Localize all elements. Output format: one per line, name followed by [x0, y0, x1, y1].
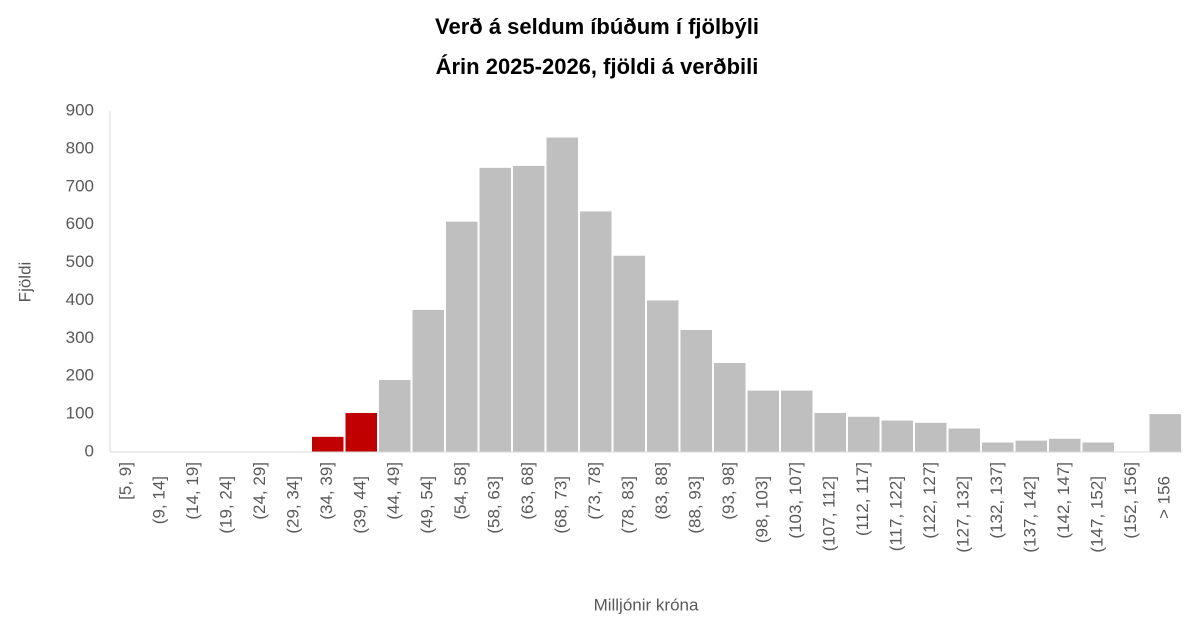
x-tick-label: > 156: [1155, 476, 1174, 519]
x-tick-label: (147, 152]: [1088, 476, 1107, 553]
x-tick-label: (122, 127]: [920, 462, 939, 539]
bar: [647, 300, 679, 452]
x-tick-label: (24, 29]: [250, 462, 269, 520]
bar: [747, 390, 779, 452]
x-tick-label: (29, 34]: [284, 476, 303, 534]
x-tick-label: (63, 68]: [518, 462, 537, 520]
bar: [345, 412, 377, 452]
x-tick-label: (73, 78]: [585, 462, 604, 520]
x-tick-label: (54, 58]: [451, 462, 470, 520]
x-tick-label: (78, 83]: [619, 476, 638, 534]
y-tick-label: 900: [66, 100, 94, 119]
x-tick-label: [5, 9]: [116, 462, 135, 500]
x-tick-label: (68, 73]: [552, 476, 571, 534]
x-tick-label: (9, 14]: [150, 476, 169, 524]
y-tick-label: 800: [66, 138, 94, 157]
chart-title: Verð á seldum íbúðum í fjölbýli: [435, 14, 759, 39]
bar: [1015, 440, 1047, 452]
bar: [948, 428, 980, 452]
x-tick-label: (49, 54]: [418, 476, 437, 534]
bar: [1082, 442, 1114, 452]
y-tick-label: 500: [66, 252, 94, 271]
chart-subtitle: Árin 2025-2026, fjöldi á verðbili: [436, 54, 759, 79]
y-tick-label: 0: [85, 441, 94, 460]
x-tick-label: (39, 44]: [351, 476, 370, 534]
bar: [881, 420, 913, 452]
x-tick-label: (152, 156]: [1121, 462, 1140, 539]
bar: [1149, 414, 1181, 452]
x-tick-label: (34, 39]: [317, 462, 336, 520]
y-tick-label: 100: [66, 404, 94, 423]
bar: [479, 167, 511, 453]
bar: [546, 137, 578, 452]
x-tick-label: (132, 137]: [987, 462, 1006, 539]
bar: [680, 329, 712, 452]
y-tick-label: 300: [66, 328, 94, 347]
bar: [714, 362, 746, 452]
bar: [446, 221, 478, 452]
x-tick-label: (107, 112]: [820, 476, 839, 551]
x-tick-label: (103, 107]: [786, 462, 805, 539]
bar: [613, 255, 645, 452]
x-tick-label: (142, 147]: [1054, 462, 1073, 539]
x-tick-label: (44, 49]: [384, 462, 403, 520]
bar: [915, 422, 947, 452]
x-tick-label: (112, 117]: [853, 462, 872, 536]
bar: [312, 436, 344, 452]
x-tick-label: (127, 132]: [954, 476, 973, 553]
bar: [982, 442, 1014, 452]
bar: [412, 309, 444, 452]
x-tick-label: (93, 98]: [719, 462, 738, 520]
y-tick-label: 200: [66, 366, 94, 385]
bar: [848, 416, 880, 452]
y-tick-label: 400: [66, 290, 94, 309]
x-tick-label: (83, 88]: [652, 462, 671, 520]
x-tick-label: (19, 24]: [217, 476, 236, 534]
x-axis-label: Milljónir króna: [594, 595, 699, 614]
bar: [1049, 438, 1081, 452]
bar: [814, 412, 846, 452]
x-tick-label: (98, 103]: [753, 476, 772, 543]
x-tick-label: (117, 122]: [887, 476, 906, 551]
x-tick-label: (14, 19]: [183, 462, 202, 520]
bar: [580, 211, 612, 452]
y-tick-label: 600: [66, 214, 94, 233]
bar: [379, 380, 411, 452]
bar: [513, 165, 545, 452]
y-axis-label: Fjöldi: [15, 262, 34, 303]
x-tick-label: (88, 93]: [686, 476, 705, 534]
y-tick-label: 700: [66, 176, 94, 195]
x-tick-label: (58, 63]: [485, 476, 504, 534]
x-tick-label: (137, 142]: [1021, 476, 1040, 553]
bar: [781, 390, 813, 452]
